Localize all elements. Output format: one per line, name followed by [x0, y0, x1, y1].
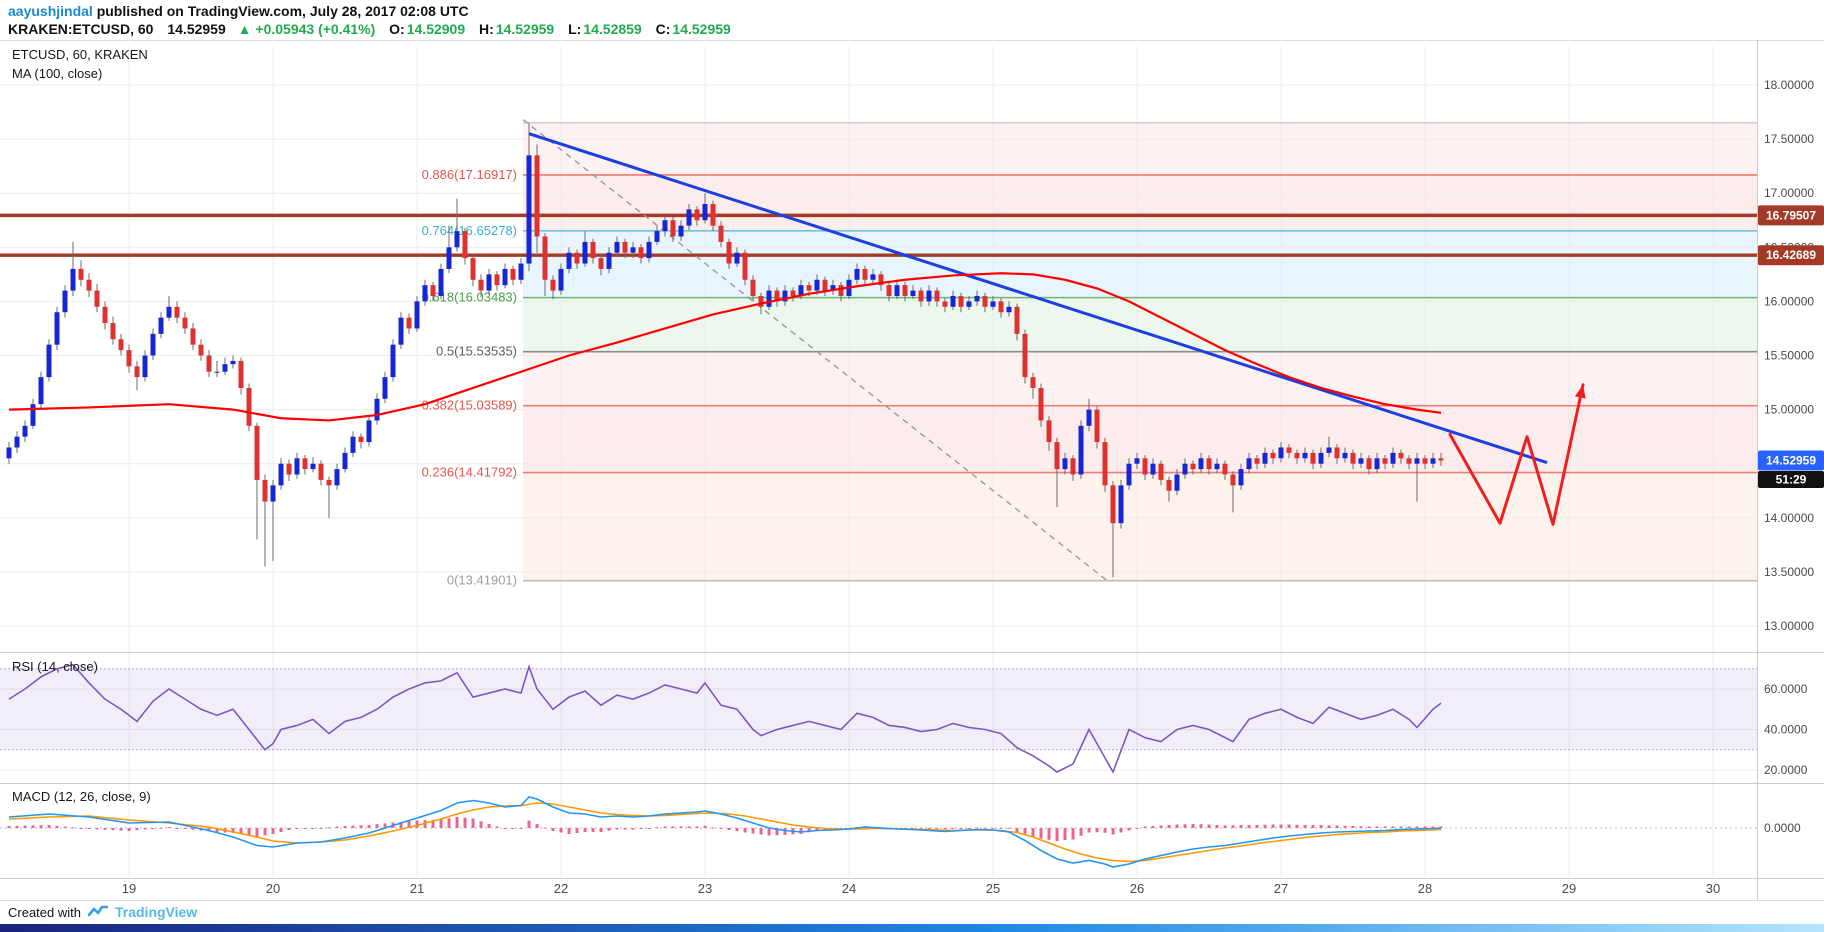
open-label: O:	[389, 21, 405, 37]
svg-text:24: 24	[842, 881, 856, 896]
open-value: 14.52909	[406, 21, 466, 37]
svg-text:51:29: 51:29	[1776, 472, 1807, 486]
low-value: 14.52859	[583, 21, 642, 37]
attribution-footer: Created with TradingView	[8, 901, 197, 923]
svg-text:21: 21	[410, 881, 424, 896]
svg-text:13.00000: 13.00000	[1764, 619, 1814, 633]
svg-text:29: 29	[1562, 881, 1576, 896]
svg-text:15.00000: 15.00000	[1764, 403, 1814, 417]
time-axis[interactable]: 19 20 21 22 23 24 25 26 27 28 29 30	[122, 881, 1720, 896]
trendline-drawing[interactable]	[528, 132, 1548, 465]
svg-text:0.886(17.16917): 0.886(17.16917)	[422, 167, 517, 182]
rsi-legend[interactable]: RSI (14, close)	[12, 659, 98, 674]
close-value: 14.52959	[672, 21, 731, 37]
price-change: ▲ +0.05943 (+0.41%)	[237, 21, 376, 37]
candlestick-series[interactable]	[6, 122, 1444, 578]
svg-text:22: 22	[554, 881, 568, 896]
svg-text:14.00000: 14.00000	[1764, 511, 1814, 525]
price-axis-badges: 16.79507 16.42689 14.52959 51:29	[1758, 205, 1824, 488]
macd-legend[interactable]: MACD (12, 26, close, 9)	[12, 789, 151, 804]
svg-text:15.50000: 15.50000	[1764, 349, 1814, 363]
svg-text:25: 25	[986, 881, 1000, 896]
svg-text:0.764(16.65278): 0.764(16.65278)	[422, 223, 517, 238]
tradingview-logo-icon[interactable]	[87, 905, 108, 919]
svg-text:14.52959: 14.52959	[1766, 453, 1816, 467]
svg-text:16.00000: 16.00000	[1764, 294, 1814, 308]
high-label: H:	[479, 21, 494, 37]
svg-text:27: 27	[1274, 881, 1288, 896]
forecast-arrow-drawing[interactable]	[1448, 383, 1586, 526]
macd-panel[interactable]	[0, 796, 1757, 868]
author-link[interactable]: aayushjindal	[8, 3, 93, 19]
ma-legend[interactable]: MA (100, close)	[12, 66, 103, 81]
svg-text:0.5(15.53535): 0.5(15.53535)	[436, 344, 517, 359]
svg-text:0.236(14.41792): 0.236(14.41792)	[422, 465, 517, 480]
symbol-title: KRAKEN:ETCUSD, 60	[8, 21, 154, 37]
svg-text:40.0000: 40.0000	[1764, 723, 1808, 737]
svg-text:0(13.41901): 0(13.41901)	[447, 573, 517, 588]
panel-separators	[0, 40, 1824, 901]
bottom-gradient-bar	[0, 924, 1824, 932]
svg-text:0.0000: 0.0000	[1764, 821, 1801, 835]
tradingview-brand-link[interactable]: TradingView	[114, 904, 198, 920]
high-value: 14.52959	[495, 21, 555, 37]
main-chart-legend[interactable]: ETCUSD, 60, KRAKEN	[12, 47, 148, 62]
svg-text:13.50000: 13.50000	[1764, 565, 1814, 579]
publish-byline: aayushjindal published on TradingView.co…	[8, 3, 469, 19]
svg-text:17.50000: 17.50000	[1764, 132, 1814, 146]
resistance-lines[interactable]	[0, 213, 1757, 257]
svg-text:0.618(16.03483): 0.618(16.03483)	[422, 290, 517, 305]
close-label: C:	[655, 21, 671, 37]
svg-text:23: 23	[698, 881, 712, 896]
svg-text:20.0000: 20.0000	[1764, 763, 1808, 777]
svg-text:18.00000: 18.00000	[1764, 78, 1814, 92]
ma-100-line[interactable]	[8, 272, 1442, 422]
symbol-info-bar: KRAKEN:ETCUSD, 60 14.52959 ▲ +0.05943 (+…	[8, 21, 731, 37]
created-with-text: Created with	[8, 904, 81, 920]
rsi-panel[interactable]	[0, 663, 1757, 774]
svg-text:26: 26	[1130, 881, 1144, 896]
fib-levels[interactable]: 0.886(17.16917) 0.764(16.65278) 0.618(16.0…	[422, 121, 1757, 588]
svg-text:20: 20	[266, 881, 280, 896]
svg-text:16.79507: 16.79507	[1766, 208, 1816, 222]
svg-text:28: 28	[1418, 881, 1432, 896]
fib-anchor-dash-line[interactable]	[522, 119, 1108, 582]
svg-text:16.42689: 16.42689	[1766, 248, 1816, 262]
svg-text:19: 19	[122, 881, 136, 896]
svg-text:17.00000: 17.00000	[1764, 186, 1814, 200]
svg-text:60.0000: 60.0000	[1764, 682, 1808, 696]
svg-text:0.382(15.03589): 0.382(15.03589)	[422, 398, 517, 413]
svg-text:30: 30	[1706, 881, 1720, 896]
last-price: 14.52959	[167, 21, 226, 37]
low-label: L:	[568, 21, 582, 37]
byline-text: published on TradingView.com, July 28, 2…	[92, 3, 469, 19]
